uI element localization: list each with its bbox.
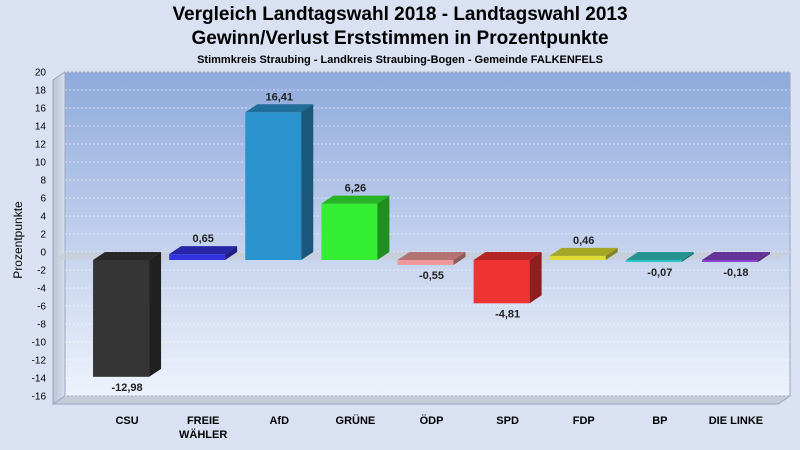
y-tick-label: -4 <box>37 284 46 295</box>
bar <box>473 252 542 304</box>
y-tick-label: -12 <box>32 356 47 367</box>
bar-top <box>625 252 694 260</box>
bar-side <box>225 246 238 260</box>
y-tick-label: 2 <box>40 230 46 241</box>
y-tick-label: 20 <box>35 68 47 79</box>
data-label: -4,81 <box>495 308 520 320</box>
bar-top <box>93 252 162 260</box>
y-tick-label: -8 <box>37 320 46 331</box>
bar <box>625 252 694 262</box>
x-tick-label: SPD <box>496 415 519 427</box>
bar-top <box>473 252 542 260</box>
bar-front <box>473 260 530 304</box>
data-label: 16,41 <box>266 91 294 103</box>
y-tick-label: 6 <box>40 194 46 205</box>
bar-front <box>397 260 454 265</box>
y-axis-label: Prozentpunkte <box>11 201 25 279</box>
data-label: -12,98 <box>111 382 142 394</box>
x-tick-label: BP <box>652 415 667 427</box>
bar-side <box>757 252 770 262</box>
bar-top <box>321 195 390 204</box>
y-tick-label: 18 <box>35 86 47 97</box>
y-tick-label: -16 <box>32 392 47 403</box>
x-tick-label: DIE LINKE <box>709 415 763 427</box>
x-tick-label: CSU <box>115 415 138 427</box>
x-tick-label: WÄHLER <box>179 428 227 441</box>
bar <box>397 252 466 265</box>
y-tick-label: 14 <box>35 122 47 133</box>
floor <box>51 395 792 405</box>
x-tick-label: AfD <box>269 415 289 427</box>
bar-side <box>149 252 162 377</box>
bar-top <box>169 246 238 255</box>
x-tick-label: FDP <box>573 415 595 427</box>
y-tick-label: 12 <box>35 140 47 151</box>
bar-side <box>529 252 542 304</box>
x-tick-label: FREIE <box>187 415 219 427</box>
y-tick-label: 10 <box>35 158 47 169</box>
bar-top <box>245 104 314 113</box>
y-tick-label: -6 <box>37 302 46 313</box>
data-label: 0,65 <box>192 233 213 245</box>
data-label: -0,18 <box>723 267 748 279</box>
chart-subtitle: Stimmkreis Straubing - Landkreis Straubi… <box>197 54 603 66</box>
y-tick-label: -10 <box>32 338 47 349</box>
bar <box>321 195 390 260</box>
bar <box>169 246 238 260</box>
bar-front <box>625 260 682 262</box>
bar <box>245 104 314 260</box>
x-tick-label: ÖDP <box>420 414 444 427</box>
bar-side <box>681 252 694 262</box>
bar-front <box>549 255 606 260</box>
bar-side <box>605 247 618 260</box>
data-label: 0,46 <box>573 235 594 247</box>
bar-front <box>701 260 758 262</box>
y-tick-label: 8 <box>40 176 46 187</box>
bar-front <box>169 254 226 260</box>
bar <box>701 252 770 262</box>
bar-side <box>301 104 314 260</box>
y-tick-label: 0 <box>40 248 46 259</box>
chart-title: Vergleich Landtagswahl 2018 - Landtagswa… <box>172 4 628 25</box>
bar-front <box>245 112 302 260</box>
bar-front <box>321 203 378 260</box>
bar <box>93 252 162 377</box>
y-tick-label: -2 <box>37 266 46 277</box>
bar <box>549 247 618 260</box>
data-label: 6,26 <box>345 183 366 195</box>
y-tick-label: 4 <box>40 212 46 223</box>
data-label: -0,55 <box>419 270 444 282</box>
data-label: -0,07 <box>647 267 672 279</box>
bar-top <box>701 252 770 260</box>
left-wall <box>52 71 66 405</box>
chart-title-line2: Gewinn/Verlust Erststimmen in Prozentpun… <box>191 28 609 49</box>
bar-top <box>549 247 618 256</box>
x-tick-label: GRÜNE <box>336 414 376 427</box>
bar-side <box>453 252 466 265</box>
bar-top <box>397 252 466 260</box>
y-tick-label: -14 <box>32 374 47 385</box>
bar-side <box>377 195 390 260</box>
bar-front <box>93 260 150 377</box>
y-tick-label: 16 <box>35 104 47 115</box>
